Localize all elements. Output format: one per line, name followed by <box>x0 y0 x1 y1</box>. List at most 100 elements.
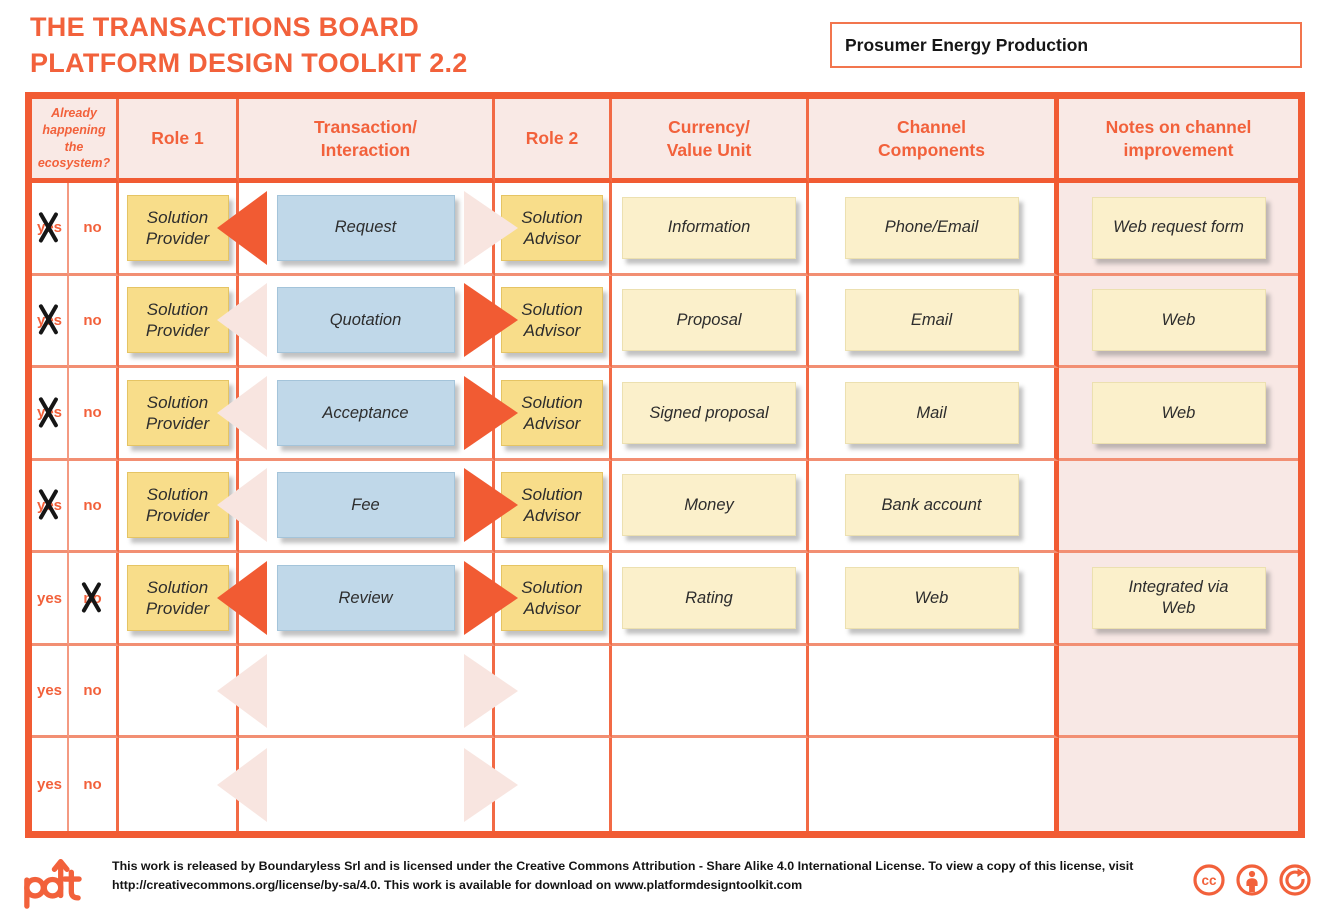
cell-transaction: Quotation <box>217 275 518 369</box>
cross-mark <box>37 305 59 335</box>
cross-mark <box>80 582 102 612</box>
transaction-sticky[interactable]: Review <box>276 565 455 632</box>
currency-sticky[interactable]: Proposal <box>622 289 796 352</box>
transaction-left-arrow[interactable] <box>217 375 267 450</box>
no-option[interactable]: no <box>83 496 102 514</box>
cc-license-icons: cc <box>1192 863 1312 897</box>
currency-sticky[interactable]: Information <box>622 196 796 259</box>
cell-no: no <box>69 183 119 276</box>
transaction-sticky[interactable]: Request <box>276 194 455 261</box>
channel-sticky[interactable]: Web <box>844 567 1019 630</box>
cell-yes: yes <box>32 645 69 739</box>
no-option[interactable]: no <box>83 404 102 422</box>
no-option[interactable]: no <box>83 682 102 700</box>
cell-channel: Phone/Email <box>809 183 1059 276</box>
yes-option[interactable]: yes <box>36 589 63 607</box>
cell-transaction: Review <box>217 553 518 646</box>
cell-no: no <box>69 645 119 739</box>
transaction-right-arrow[interactable] <box>464 190 518 265</box>
cc-icon[interactable]: cc <box>1192 863 1226 897</box>
role2-sticky[interactable]: Solution Advisor <box>501 472 603 539</box>
cell-role1: Solution Provider <box>119 183 239 276</box>
transaction-right-arrow[interactable] <box>464 283 518 358</box>
cell-currency: Signed proposal <box>612 368 809 461</box>
role1-sticky[interactable]: Solution Provider <box>126 287 229 354</box>
no-option[interactable]: no <box>83 219 102 237</box>
channel-sticky[interactable]: Email <box>844 289 1019 352</box>
transaction-left-arrow[interactable] <box>217 561 267 636</box>
transaction-right-arrow[interactable] <box>464 375 518 450</box>
cell-notes: Web <box>1059 368 1298 461</box>
transaction-sticky[interactable]: Quotation <box>276 287 455 354</box>
cell-currency: Money <box>612 460 809 554</box>
cell-currency: Proposal <box>612 275 809 369</box>
transaction-right-arrow[interactable] <box>464 561 518 636</box>
cell-no: no <box>69 275 119 369</box>
yes-option[interactable]: yes <box>36 776 63 794</box>
currency-sticky[interactable]: Money <box>622 474 796 537</box>
role2-sticky[interactable]: Solution Advisor <box>501 287 603 354</box>
cell-yes: yes <box>32 460 69 554</box>
transaction-left-arrow[interactable] <box>217 747 267 822</box>
header-notes: Notes on channel improvement <box>1059 99 1298 183</box>
cell-notes: Web request form <box>1059 183 1298 276</box>
role2-sticky[interactable]: Solution Advisor <box>501 379 603 446</box>
cell-channel: Bank account <box>809 460 1059 554</box>
cell-no: no <box>69 553 119 646</box>
header-currency: Currency/ Value Unit <box>612 99 809 183</box>
channel-sticky[interactable]: Bank account <box>844 474 1019 537</box>
cell-yes: yes <box>32 738 69 831</box>
no-option[interactable]: no <box>83 311 102 329</box>
project-name-field[interactable]: Prosumer Energy Production <box>830 22 1302 68</box>
channel-sticky[interactable]: Phone/Email <box>844 196 1019 259</box>
cell-role2: Solution Advisor <box>495 368 612 461</box>
cell-currency: Rating <box>612 553 809 646</box>
svg-text:cc: cc <box>1201 873 1217 888</box>
role1-sticky[interactable]: Solution Provider <box>126 194 229 261</box>
role1-sticky[interactable]: Solution Provider <box>126 472 229 539</box>
transaction-left-arrow[interactable] <box>217 283 267 358</box>
role2-sticky[interactable]: Solution Advisor <box>501 565 603 632</box>
role1-sticky[interactable]: Solution Provider <box>126 565 229 632</box>
transaction-sticky[interactable]: Fee <box>276 472 455 539</box>
notes-sticky[interactable]: Web <box>1091 381 1266 444</box>
share-alike-icon[interactable] <box>1278 863 1312 897</box>
header-role1: Role 1 <box>119 99 239 183</box>
header-channel: Channel Components <box>809 99 1059 183</box>
currency-sticky[interactable]: Rating <box>622 567 796 630</box>
no-option[interactable]: no <box>83 776 102 794</box>
transaction-right-arrow[interactable] <box>464 468 518 543</box>
cell-role1: Solution Provider <box>119 368 239 461</box>
yes-option[interactable]: yes <box>36 682 63 700</box>
cell-channel: Web <box>809 553 1059 646</box>
cell-notes <box>1059 460 1298 554</box>
cell-yes: yes <box>32 553 69 646</box>
cell-role2: Solution Advisor <box>495 275 612 369</box>
cell-channel: Mail <box>809 368 1059 461</box>
role2-sticky[interactable]: Solution Advisor <box>501 194 603 261</box>
header-role2: Role 2 <box>495 99 612 183</box>
transaction-left-arrow[interactable] <box>217 190 267 265</box>
notes-sticky[interactable]: Web <box>1091 289 1266 352</box>
cell-transaction <box>217 645 518 739</box>
cross-mark <box>37 212 59 242</box>
channel-sticky[interactable]: Mail <box>844 381 1019 444</box>
project-name-text: Prosumer Energy Production <box>845 34 1089 55</box>
cell-role2 <box>495 738 612 831</box>
notes-sticky[interactable]: Web request form <box>1091 196 1266 259</box>
transaction-left-arrow[interactable] <box>217 468 267 543</box>
transaction-right-arrow[interactable] <box>464 653 518 728</box>
currency-sticky[interactable]: Signed proposal <box>622 381 796 444</box>
transaction-right-arrow[interactable] <box>464 747 518 822</box>
cell-notes <box>1059 645 1298 739</box>
attribution-icon[interactable] <box>1235 863 1269 897</box>
transaction-left-arrow[interactable] <box>217 653 267 728</box>
header-already-happening: Already happening the ecosystem? <box>32 99 119 183</box>
cell-yes: yes <box>32 368 69 461</box>
notes-sticky[interactable]: Integrated via Web <box>1091 567 1266 630</box>
role1-sticky[interactable]: Solution Provider <box>126 379 229 446</box>
cross-mark <box>37 490 59 520</box>
cell-transaction <box>217 738 518 831</box>
transaction-sticky[interactable]: Acceptance <box>276 379 455 446</box>
